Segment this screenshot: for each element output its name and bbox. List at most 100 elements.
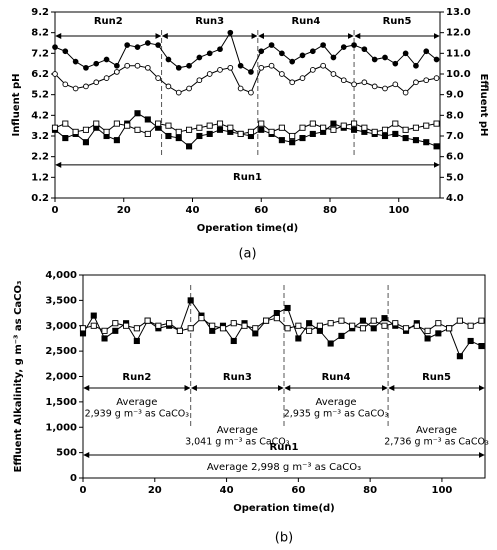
point — [433, 143, 440, 150]
run-label: Run5 — [422, 372, 451, 383]
caption: (a) — [238, 247, 256, 262]
point — [338, 317, 345, 324]
point — [103, 56, 110, 63]
y-tick-label: 2.2 — [31, 152, 49, 163]
run-label: Run2 — [122, 372, 151, 383]
point — [52, 71, 58, 77]
y-tick-label: 3.2 — [31, 131, 49, 142]
y-tick-label: 2,500 — [45, 346, 77, 357]
point — [289, 79, 296, 86]
point — [241, 322, 248, 329]
point — [299, 52, 306, 59]
point — [433, 75, 440, 81]
point — [198, 315, 205, 322]
x-tick-label: 0 — [52, 205, 59, 216]
run-label: Run4 — [291, 16, 320, 27]
point — [361, 124, 368, 131]
point — [144, 40, 151, 46]
point — [340, 122, 347, 129]
point — [306, 320, 313, 327]
point — [101, 335, 108, 342]
point — [247, 128, 254, 135]
y-tick-label: 3,000 — [45, 321, 77, 332]
point — [175, 128, 182, 135]
point — [175, 64, 182, 71]
y-tick-label: 0 — [70, 473, 77, 484]
run-average: 2,939 g m⁻³ as CaCO₃ — [85, 409, 190, 420]
point — [217, 46, 223, 53]
y2-axis-label: Effluent pH — [478, 74, 489, 137]
point — [237, 62, 244, 69]
point — [392, 320, 399, 327]
point — [216, 120, 224, 127]
point — [83, 83, 89, 90]
point — [113, 137, 120, 144]
x-tick-label: 20 — [148, 485, 162, 496]
run1-label: Run1 — [233, 172, 262, 183]
point — [446, 325, 453, 332]
point — [209, 327, 216, 334]
point — [413, 62, 419, 69]
x-axis-label: Operation time(d) — [233, 503, 335, 514]
point — [175, 135, 182, 142]
point — [413, 322, 420, 329]
point — [402, 126, 409, 133]
point — [273, 310, 280, 317]
point — [392, 130, 399, 137]
point — [382, 54, 388, 61]
point — [340, 44, 347, 50]
x-tick-label: 100 — [388, 205, 409, 216]
point — [52, 44, 58, 50]
point — [175, 89, 182, 96]
y2-tick-label: 9.0 — [446, 90, 464, 101]
run-average-label: Average — [316, 397, 357, 408]
point — [435, 320, 442, 327]
y-tick-label: 1.2 — [31, 172, 49, 183]
point — [217, 67, 223, 73]
series-line — [54, 31, 437, 73]
point — [82, 139, 89, 146]
point — [351, 126, 358, 133]
point — [83, 64, 89, 71]
y-tick-label: 6.2 — [31, 69, 49, 80]
point — [371, 128, 378, 135]
point — [186, 126, 193, 133]
point — [103, 75, 110, 81]
run-label: Run3 — [195, 16, 224, 27]
point — [230, 337, 237, 345]
run-label: Run5 — [383, 16, 412, 27]
point — [284, 304, 291, 312]
point — [402, 50, 409, 57]
point — [371, 83, 378, 90]
point — [134, 44, 141, 50]
x-tick-label: 60 — [254, 205, 268, 216]
point — [289, 139, 296, 146]
point — [51, 124, 59, 131]
x-tick-label: 20 — [117, 205, 131, 216]
series-line — [54, 65, 437, 94]
point — [327, 340, 334, 347]
point — [279, 71, 285, 77]
point — [412, 124, 419, 131]
point — [248, 69, 254, 75]
point — [79, 330, 87, 337]
point — [316, 327, 323, 334]
x-tick-label: 80 — [363, 485, 377, 496]
point — [72, 85, 79, 92]
point — [155, 42, 161, 48]
point — [361, 46, 368, 53]
run-label: Run2 — [94, 16, 123, 27]
point — [196, 124, 203, 131]
point — [227, 29, 234, 36]
point — [134, 126, 141, 133]
point — [351, 42, 357, 48]
point — [124, 42, 131, 48]
x-tick-label: 40 — [186, 205, 200, 216]
y-tick-label: 5.2 — [31, 90, 49, 101]
y-tick-label: 9.2 — [31, 7, 49, 18]
point — [359, 317, 367, 324]
point — [133, 337, 140, 345]
point — [268, 128, 275, 135]
y2-tick-label: 10.0 — [446, 69, 471, 80]
